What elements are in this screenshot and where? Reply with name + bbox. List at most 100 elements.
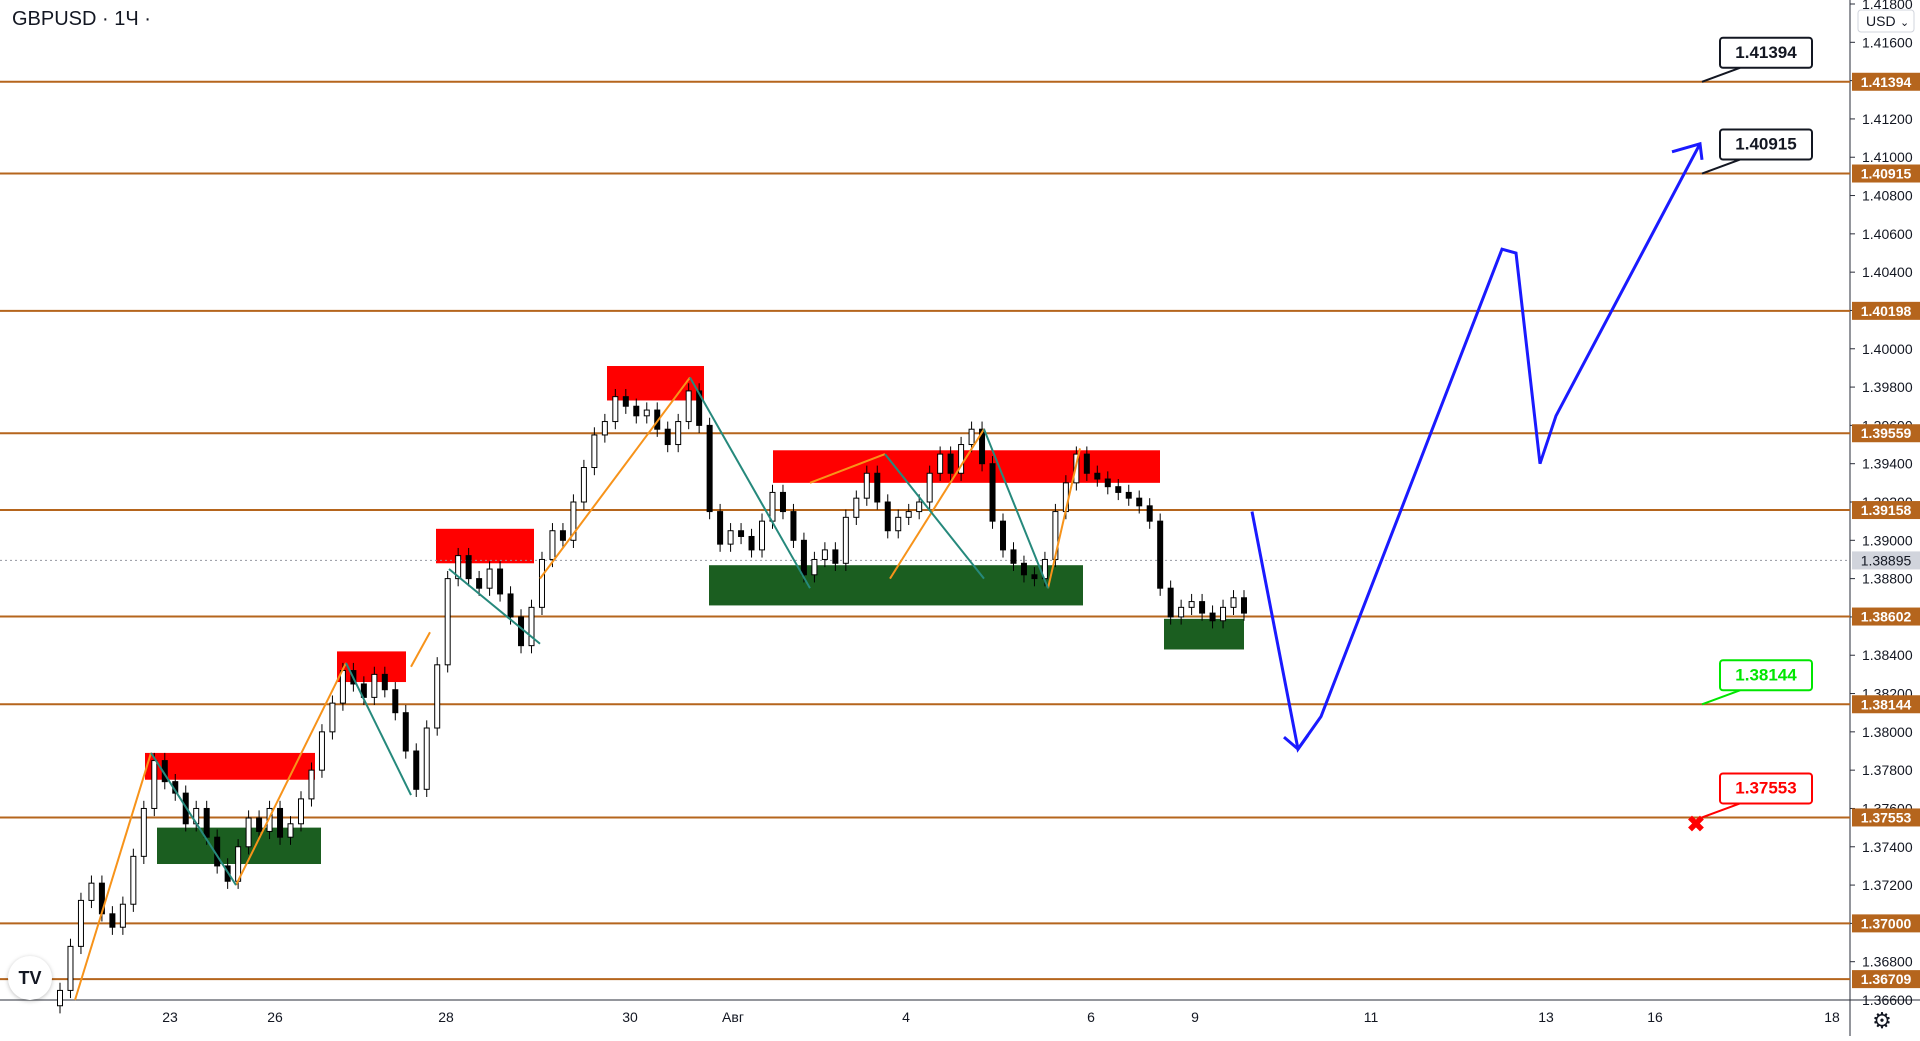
candle-body xyxy=(434,664,441,729)
zigzag-orange-segment xyxy=(1047,448,1081,589)
price-tick-label: 1.36800 xyxy=(1862,954,1913,970)
candle-body xyxy=(1083,453,1090,474)
candle-body xyxy=(1167,587,1174,618)
symbol-header[interactable]: GBPUSD · 1Ч · xyxy=(12,8,151,31)
candle-body xyxy=(392,689,399,714)
candle-body xyxy=(591,434,598,469)
interval-label[interactable]: 1Ч xyxy=(114,8,139,30)
demand-zone xyxy=(1164,618,1244,650)
candle-body xyxy=(1125,491,1132,499)
zigzag-teal-segment xyxy=(884,453,985,580)
level-price-tag xyxy=(1852,72,1920,91)
candle-body xyxy=(1000,520,1007,551)
time-tick-label: 23 xyxy=(162,1009,178,1025)
level-price-label: 1.40915 xyxy=(1861,166,1912,182)
candle-body xyxy=(958,444,965,474)
candle-body xyxy=(790,511,797,541)
time-tick-label: 30 xyxy=(622,1009,638,1025)
candle-body xyxy=(151,760,158,809)
level-price-label: 1.36709 xyxy=(1861,971,1912,987)
level-price-label: 1.41394 xyxy=(1861,74,1912,90)
candle-body xyxy=(863,472,870,499)
candle-body xyxy=(1031,574,1038,580)
zigzag-teal-segment xyxy=(150,752,237,886)
price-tick-label: 1.39400 xyxy=(1862,456,1913,472)
candle-body xyxy=(570,501,577,541)
candle-body xyxy=(140,807,147,857)
time-tick-label: Авг xyxy=(722,1009,744,1025)
candle-body xyxy=(905,511,912,518)
price-tick-label: 1.37200 xyxy=(1862,877,1913,893)
callout-label: 1.37553 xyxy=(1735,778,1796,797)
candle-body xyxy=(884,501,891,532)
candle-body xyxy=(601,421,608,436)
zigzag-orange-segment xyxy=(889,428,985,580)
candle-body xyxy=(811,558,818,576)
time-tick-label: 16 xyxy=(1647,1009,1663,1025)
candle-body xyxy=(444,578,451,666)
price-tick-label: 1.37800 xyxy=(1862,762,1913,778)
candle-body xyxy=(1209,612,1216,622)
candle-body xyxy=(1104,478,1111,488)
candle-body xyxy=(486,568,493,589)
candle-body xyxy=(1010,549,1017,564)
candle-body xyxy=(769,491,776,522)
callout-box[interactable] xyxy=(1719,772,1813,805)
callout-pointer xyxy=(1701,689,1741,706)
callout-box[interactable] xyxy=(1719,36,1813,69)
level-price-tag xyxy=(1852,914,1920,933)
level-price-tag xyxy=(1852,164,1920,183)
level-price-tag xyxy=(1852,501,1920,520)
candle-body xyxy=(402,712,409,752)
candle-body xyxy=(77,899,84,947)
candle-body xyxy=(371,673,378,698)
candle-body xyxy=(308,769,315,800)
supply-zone xyxy=(436,528,534,564)
callout-pointer xyxy=(1701,158,1741,175)
currency-label[interactable]: USD xyxy=(1866,13,1896,29)
level-price-tag xyxy=(1852,695,1920,714)
candle-body xyxy=(130,855,137,905)
candle-body xyxy=(874,472,881,503)
candle-body xyxy=(979,428,986,465)
zigzag-teal-segment xyxy=(448,568,541,645)
candle-body xyxy=(423,727,430,790)
price-tick-label: 1.41600 xyxy=(1862,34,1913,50)
candle-body xyxy=(748,535,755,551)
candle-body xyxy=(633,405,640,417)
callout-box[interactable] xyxy=(1719,128,1813,161)
time-tick-label: 18 xyxy=(1824,1009,1840,1025)
candle-body xyxy=(297,798,304,825)
price-tick-label: 1.41200 xyxy=(1862,111,1913,127)
candle-body xyxy=(465,555,472,580)
level-price-label: 1.37000 xyxy=(1861,915,1912,931)
candle-body xyxy=(842,516,849,564)
forecast-arrowhead xyxy=(1283,734,1310,752)
price-tick-label: 1.40400 xyxy=(1862,264,1913,280)
zigzag-teal-segment xyxy=(983,428,1049,589)
candle-body xyxy=(717,511,724,545)
candle-body xyxy=(1115,486,1122,493)
candle-body xyxy=(622,396,629,407)
candle-body xyxy=(706,424,713,513)
candle-body xyxy=(1157,520,1164,589)
price-tick-label: 1.40000 xyxy=(1862,341,1913,357)
level-price-label: 1.37553 xyxy=(1861,809,1912,825)
currency-selector[interactable] xyxy=(1857,9,1915,33)
candle-body xyxy=(538,558,545,608)
time-tick-label: 13 xyxy=(1538,1009,1554,1025)
price-tick-label: 1.37400 xyxy=(1862,839,1913,855)
tradingview-logo[interactable]: TV xyxy=(8,956,52,1000)
candle-body xyxy=(853,497,860,518)
candle-body xyxy=(1188,601,1195,608)
level-price-label: 1.38144 xyxy=(1861,696,1912,712)
candle-body xyxy=(507,593,514,618)
gear-icon[interactable]: ⚙ xyxy=(1872,1008,1892,1033)
zigzag-teal-segment xyxy=(345,662,412,796)
chevron-down-icon[interactable]: ⌄ xyxy=(1900,17,1909,29)
symbol-name[interactable]: GBPUSD xyxy=(12,8,97,30)
callout-box[interactable] xyxy=(1719,659,1813,692)
candle-body xyxy=(968,428,975,446)
